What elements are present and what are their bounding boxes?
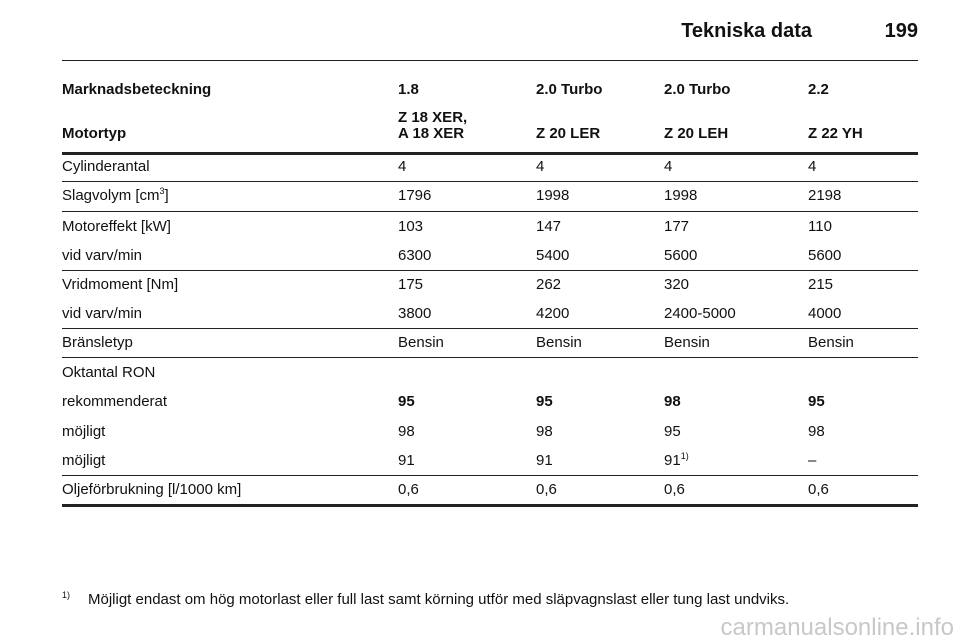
cell: Slagvolym [cm3] <box>62 187 169 205</box>
cell: rekommenderat <box>62 393 168 410</box>
cell: Z 20 LER <box>536 125 601 142</box>
cell: 1998 <box>536 187 570 204</box>
cell: 2400-5000 <box>664 305 736 322</box>
cell: 4 <box>398 158 407 175</box>
cell-line: A 18 XER <box>398 125 465 142</box>
rule <box>62 357 918 358</box>
footnote-marker: 1) <box>62 590 71 600</box>
cell: 5600 <box>664 247 698 264</box>
rule <box>62 504 918 507</box>
cell: Oktantal RON <box>62 364 156 381</box>
cell-text: ] <box>164 187 169 204</box>
cell: 1.8 <box>398 81 419 98</box>
rule <box>62 475 918 476</box>
cell: 4000 <box>808 305 842 322</box>
cell: Cylinderantal <box>62 158 150 175</box>
page-number: 199 <box>884 20 918 42</box>
footnote-text: Möjligt endast om hög motorlast eller fu… <box>88 591 790 608</box>
cell: vid varv/min <box>62 305 143 322</box>
cell: möjligt <box>62 423 106 440</box>
cell: Bensin <box>664 334 710 351</box>
cell: 4 <box>664 158 673 175</box>
watermark: carmanualsonline.info <box>720 614 954 641</box>
cell: 98 <box>398 423 415 440</box>
cell: 5600 <box>808 247 842 264</box>
superscript: 3 <box>159 186 165 196</box>
page-title: Tekniska data <box>681 20 812 42</box>
rule <box>62 328 918 329</box>
cell: Marknadsbeteckning <box>62 81 212 98</box>
cell-text: Slagvolym [cm <box>62 187 160 204</box>
cell: 177 <box>664 218 690 235</box>
cell: Bensin <box>398 334 444 351</box>
cell: Motortyp <box>62 125 127 142</box>
cell: möjligt <box>62 452 106 469</box>
cell: Bensin <box>808 334 854 351</box>
cell: 147 <box>536 218 562 235</box>
cell: 911) <box>664 452 689 470</box>
rule <box>62 152 918 155</box>
cell: 0,6 <box>536 481 557 498</box>
cell: 95 <box>664 423 681 440</box>
cell: 0,6 <box>398 481 419 498</box>
cell: 0,6 <box>664 481 685 498</box>
cell: 91 <box>536 452 553 469</box>
cell: 1796 <box>398 187 432 204</box>
cell: vid varv/min <box>62 247 143 264</box>
cell: 98 <box>536 423 553 440</box>
cell: 95 <box>398 393 415 410</box>
superscript: 1) <box>680 451 689 461</box>
cell: 2.0 Turbo <box>664 81 731 98</box>
cell: 2198 <box>808 187 842 204</box>
cell: Oljeförbrukning [l/1000 km] <box>62 481 242 498</box>
cell-text: 91 <box>664 452 681 469</box>
cell: Bensin <box>536 334 582 351</box>
cell: 4 <box>536 158 545 175</box>
cell: 110 <box>808 218 832 235</box>
cell: 4200 <box>536 305 570 322</box>
cell: 98 <box>664 393 681 410</box>
cell: 98 <box>808 423 825 440</box>
cell: 320 <box>664 276 690 293</box>
cell: 0,6 <box>808 481 829 498</box>
cell: 215 <box>808 276 834 293</box>
cell: 1998 <box>664 187 698 204</box>
cell: 2.2 <box>808 81 829 98</box>
cell: 262 <box>536 276 562 293</box>
rule <box>62 181 918 182</box>
rule <box>62 270 918 271</box>
rule <box>62 60 918 61</box>
cell: Bränsletyp <box>62 334 133 351</box>
cell: 2.0 Turbo <box>536 81 603 98</box>
cell: 95 <box>536 393 553 410</box>
cell: Motoreffekt [kW] <box>62 218 171 235</box>
cell: 91 <box>398 452 415 469</box>
cell: 4 <box>808 158 817 175</box>
cell: 5400 <box>536 247 570 264</box>
cell-line: Z 18 XER, <box>398 109 468 126</box>
rule <box>62 211 918 212</box>
cell: Z 20 LEH <box>664 125 729 142</box>
cell: 6300 <box>398 247 432 264</box>
cell: Vridmoment [Nm] <box>62 276 179 293</box>
cell: – <box>808 452 817 469</box>
cell: 3800 <box>398 305 432 322</box>
cell: 103 <box>398 218 424 235</box>
cell: Z 22 YH <box>808 125 863 142</box>
cell: 95 <box>808 393 825 410</box>
cell: 175 <box>398 276 424 293</box>
